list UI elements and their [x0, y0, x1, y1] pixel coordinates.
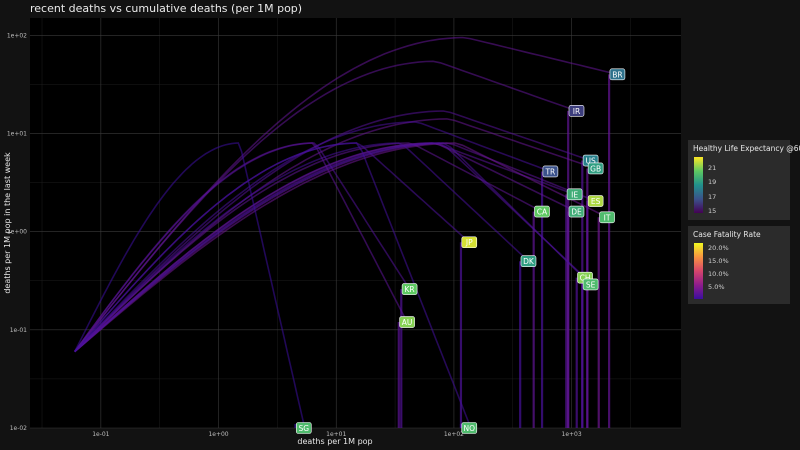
x-tick-label: 1e+02 [444, 431, 464, 438]
legend-cfr-tick: 5.0% [708, 283, 725, 291]
y-tick-label: 1e+02 [7, 32, 27, 39]
label-box [568, 105, 585, 117]
label-box [609, 68, 626, 81]
country-label-dk: DK [520, 255, 537, 267]
label-box [566, 188, 583, 201]
label-text: AU [402, 318, 413, 327]
country-label-jp: JP [461, 236, 478, 249]
label-text: SE [586, 280, 596, 289]
country-label-ir: IR [568, 105, 585, 117]
legend-hle-tick: 19 [708, 178, 717, 186]
label-box [461, 422, 478, 434]
country-label-es: ES [587, 195, 604, 207]
x-tick-label: 1e-01 [92, 431, 109, 438]
legend-hle-tick: 21 [708, 164, 717, 172]
country-label-se: SE [582, 278, 599, 291]
label-text: IR [573, 107, 580, 116]
label-box [399, 316, 415, 328]
trail-au [74, 142, 408, 353]
label-box [534, 205, 550, 218]
country-label-it: IT [599, 211, 615, 224]
country-label-au: AU [399, 316, 415, 328]
label-box [461, 236, 478, 249]
x-axis-label: deaths per 1M pop [297, 437, 372, 446]
trail-ca [74, 142, 543, 353]
legend-hle-colorbar [694, 157, 703, 213]
country-label-ie: IE [566, 188, 583, 201]
label-text: NO [464, 424, 476, 433]
country-label-no: NO [461, 422, 478, 434]
label-text: JP [465, 238, 473, 247]
country-label-ca: CA [534, 205, 550, 218]
label-text: IT [604, 213, 611, 222]
label-box [587, 162, 604, 175]
label-text: DE [571, 208, 582, 217]
label-text: BR [612, 70, 622, 79]
label-text: KR [405, 285, 415, 294]
legend-cfr-tick: 10.0% [708, 270, 729, 278]
country-label-tr: TR [542, 165, 559, 178]
label-text: CA [537, 208, 548, 217]
country-trails [73, 36, 618, 428]
label-text: SG [298, 424, 309, 433]
trail-dk [74, 142, 530, 353]
legend-hle-title: Healthy Life Expectancy @60 [693, 144, 800, 153]
legend-cfr-tick: 15.0% [708, 257, 729, 265]
x-tick-label: 1e+01 [326, 431, 346, 438]
x-tick-label: 1e+00 [208, 431, 228, 438]
legend-hle-tick: 17 [708, 193, 717, 201]
label-box [401, 283, 418, 295]
trail-it [74, 142, 608, 353]
x-axis: 1e-01 1e+00 1e+01 1e+02 1e+03 [92, 431, 582, 438]
y-tick-label: 1e+00 [7, 229, 27, 236]
trail-no [74, 142, 471, 425]
country-label-gb: GB [587, 162, 604, 175]
legend-case-fatality-rate: Case Fatality Rate 20.0% 15.0% 10.0% 5.0… [688, 226, 790, 304]
grid-minor [30, 18, 681, 428]
trail-ir [74, 60, 577, 353]
label-text: IE [571, 190, 578, 199]
label-text: CH [580, 274, 591, 283]
label-box [599, 211, 615, 224]
label-box [568, 205, 585, 218]
legend-healthy-life-expectancy: Healthy Life Expectancy @60 21 19 17 15 [688, 140, 800, 220]
y-tick-label: 1e+01 [7, 130, 27, 137]
country-label-kr: KR [401, 283, 418, 295]
chart-title: recent deaths vs cumulative deaths (per … [30, 2, 303, 15]
label-text: GB [590, 164, 601, 173]
label-box [542, 165, 559, 178]
country-label-de: DE [568, 205, 585, 218]
label-text: US [585, 157, 595, 166]
legend-cfr-tick: 20.0% [708, 244, 729, 252]
label-box [587, 195, 604, 207]
label-text: ES [591, 197, 601, 206]
label-box [520, 255, 537, 267]
label-box [295, 422, 312, 434]
trail-se [74, 142, 592, 353]
label-text: TR [544, 167, 555, 176]
legend-cfr-title: Case Fatality Rate [693, 230, 761, 239]
y-tick-label: 1e-01 [10, 327, 27, 334]
country-label-br: BR [609, 68, 626, 81]
label-box [582, 278, 599, 291]
country-label-sg: SG [295, 422, 312, 434]
label-text: DK [523, 257, 535, 266]
y-axis: 1e-02 1e-01 1e+00 1e+01 1e+02 [7, 32, 27, 432]
trail-sg [73, 142, 305, 425]
y-tick-label: 1e-02 [10, 425, 27, 432]
trail-tr [74, 121, 551, 353]
x-tick-label: 1e+03 [562, 431, 582, 438]
legend-hle-tick: 15 [708, 207, 717, 215]
y-axis-label: deaths per 1M pop in the last week [3, 152, 12, 294]
legend-cfr-colorbar [694, 243, 703, 299]
